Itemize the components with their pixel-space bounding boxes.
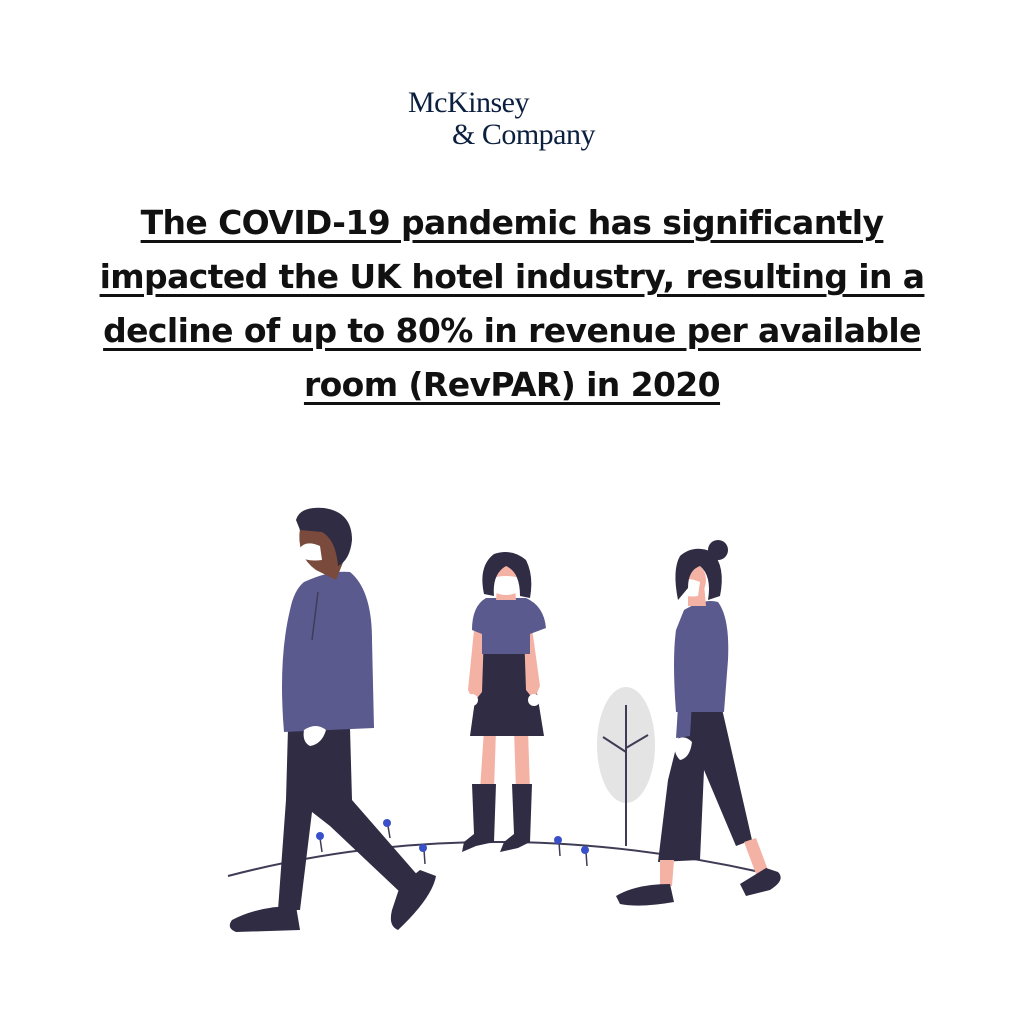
woman-right-figure xyxy=(616,540,781,906)
company-logo: McKinsey & Company xyxy=(0,84,1024,164)
man-figure xyxy=(229,507,436,932)
woman-middle-figure xyxy=(462,552,546,852)
logo-line-2: & Company xyxy=(452,118,596,151)
logo-line-1: McKinsey xyxy=(408,86,529,119)
tree-icon xyxy=(597,687,655,846)
headline: The COVID-19 pandemic has significantly … xyxy=(99,203,925,404)
flowers xyxy=(316,819,589,867)
